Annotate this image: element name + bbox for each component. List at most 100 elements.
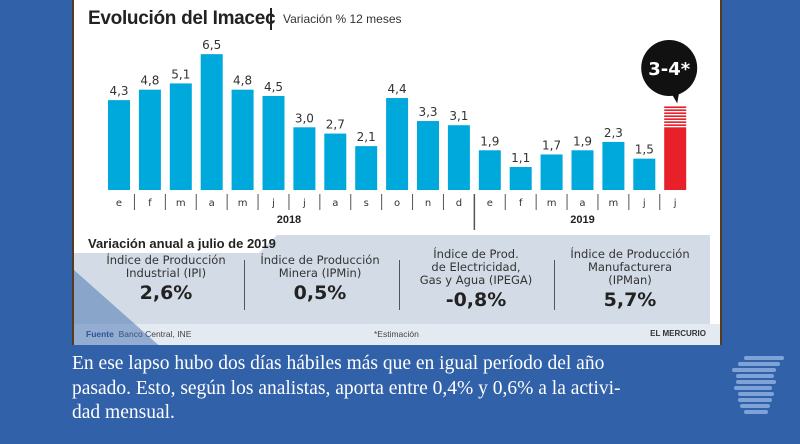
bar-value-label: 4,4 xyxy=(388,82,407,96)
estimate-note: *Estimación xyxy=(374,329,419,339)
infographic-card: Evolución del Imacec Variación % 12 mese… xyxy=(72,0,722,345)
month-tick-label: a xyxy=(332,198,338,209)
bar xyxy=(540,154,563,190)
indicator-label-line: Gas y Agua (IPEGA) xyxy=(419,273,533,287)
bar-value-label: 1,7 xyxy=(542,138,561,152)
month-tick-label: e xyxy=(116,198,122,209)
month-tick-label: m xyxy=(609,198,619,209)
bar xyxy=(602,141,625,190)
bar-value-label: 1,5 xyxy=(635,143,654,157)
indicator-label-line: Índice de Producción xyxy=(260,253,380,267)
month-tick-label: n xyxy=(425,198,431,209)
year-label: 2019 xyxy=(570,214,594,226)
estimate-bubble-label: 3-4* xyxy=(648,59,691,80)
indicator-separator xyxy=(244,260,245,310)
indicator-separator xyxy=(399,260,400,310)
indicator-value: 2,6% xyxy=(139,282,193,304)
indicator-label-line: de Electricidad, xyxy=(431,260,521,274)
month-tick-label: j xyxy=(271,198,275,209)
bar-value-label: 3,0 xyxy=(295,111,314,125)
year-label: 2018 xyxy=(277,214,301,226)
month-tick-label: m xyxy=(547,198,557,209)
brand-credit: EL MERCURIO xyxy=(650,329,706,338)
bar-value-label: 2,3 xyxy=(604,126,623,140)
footer-bar xyxy=(74,324,720,345)
indicator-label-line: Índice de Prod. xyxy=(433,247,519,261)
month-tick-label: o xyxy=(394,198,400,209)
indicator-label: Índice de Prod. de Electricidad, Gas y A… xyxy=(400,248,552,287)
indicator-label: Índice de Producción Manufacturera (IPMa… xyxy=(554,248,706,287)
bar-value-label: 4,5 xyxy=(264,80,283,94)
article-line: pasado. Esto, según los analistas, aport… xyxy=(72,377,621,399)
bar-value-label: 2,1 xyxy=(357,130,376,144)
decorative-band xyxy=(74,270,159,345)
bar-value-label: 4,8 xyxy=(233,74,252,88)
indicator-label-line: Manufacturera xyxy=(587,260,673,274)
chart-title: Evolución del Imacec xyxy=(88,8,276,29)
month-tick-label: j xyxy=(302,198,306,209)
bar xyxy=(355,146,378,190)
source-note: Fuente Banco Central, INE xyxy=(86,329,191,339)
month-tick-label: a xyxy=(209,198,215,209)
bar xyxy=(447,125,470,190)
bar-value-label: 6,5 xyxy=(202,38,221,52)
estimate-bubble-pointer xyxy=(671,92,680,104)
bar xyxy=(386,98,409,190)
chart-subtitle: Variación % 12 meses xyxy=(283,12,402,26)
bar xyxy=(633,158,656,190)
source-label: Fuente xyxy=(86,329,114,339)
head-logo-icon xyxy=(732,356,784,414)
estimate-bar-stripe xyxy=(664,112,687,115)
article-line: En ese lapso hubo dos días hábiles más q… xyxy=(72,353,605,374)
estimate-bar-stripe xyxy=(664,106,687,109)
indicator-ipman: Índice de Producción Manufacturera (IPMa… xyxy=(554,248,706,312)
bar-value-label: 5,1 xyxy=(171,67,190,81)
month-tick-label: j xyxy=(642,198,646,209)
month-tick-label: m xyxy=(238,198,248,209)
indicator-label-line: Minera (IPMin) xyxy=(278,266,362,280)
month-tick-label: f xyxy=(148,198,152,209)
bar xyxy=(138,89,161,190)
indicator-label-line: (IPMan) xyxy=(608,273,652,287)
bar xyxy=(262,95,285,190)
estimate-bar-stripe xyxy=(664,124,687,126)
article-body-text: En ese lapso hubo dos días hábiles más q… xyxy=(72,352,732,426)
estimate-bar-stripe xyxy=(664,109,687,112)
panel-title: Variación anual a julio de 2019 xyxy=(88,236,276,251)
bar-value-label: 1,9 xyxy=(573,134,592,148)
indicator-ipega: Índice de Prod. de Electricidad, Gas y A… xyxy=(400,248,552,312)
month-tick-label: e xyxy=(487,198,493,209)
bar xyxy=(478,150,501,190)
indicator-label: Índice de Producción Minera (IPMin) xyxy=(244,254,396,280)
estimate-bar-stripe xyxy=(664,115,687,117)
bar xyxy=(571,150,594,190)
month-tick-label: m xyxy=(176,198,186,209)
title-separator xyxy=(270,8,272,30)
imacec-bar-chart: 4,3 e 4,8 f 5,1 m 6,5 a 4,8 m 4,5 j 3,0 j 2,7 a 2,1 s 4,4 o… xyxy=(108,38,698,230)
bar xyxy=(417,121,439,190)
indicator-ipmin: Índice de Producción Minera (IPMin) 0,5% xyxy=(244,254,396,305)
source-text: Banco Central, INE xyxy=(118,329,192,339)
bar-value-label: 1,1 xyxy=(511,151,530,165)
bar-value-label: 2,7 xyxy=(326,118,345,132)
month-tick-label: f xyxy=(519,198,523,209)
bar xyxy=(324,133,347,190)
month-tick-label: s xyxy=(364,198,369,209)
month-tick-label: d xyxy=(456,198,462,209)
indicator-label-line: Índice de Producción xyxy=(106,253,226,267)
indicator-label-line: Industrial (IPI) xyxy=(125,266,207,280)
indicator-separator xyxy=(554,260,555,310)
month-tick-label: j xyxy=(673,198,677,209)
estimate-bar-stripe xyxy=(664,121,687,123)
bar xyxy=(200,54,223,191)
estimate-bar-solid xyxy=(664,127,687,190)
bar xyxy=(231,89,254,190)
indicators-panel-bg xyxy=(74,235,710,324)
indicator-ipi: Índice de Producción Industrial (IPI) 2,… xyxy=(90,253,242,305)
bar xyxy=(293,127,316,190)
article-line: dad mensual. xyxy=(72,402,175,423)
estimate-bar-stripe xyxy=(664,118,687,120)
bar-value-label: 4,8 xyxy=(140,74,159,88)
bar xyxy=(108,100,130,190)
bar-value-label: 3,3 xyxy=(418,105,437,119)
